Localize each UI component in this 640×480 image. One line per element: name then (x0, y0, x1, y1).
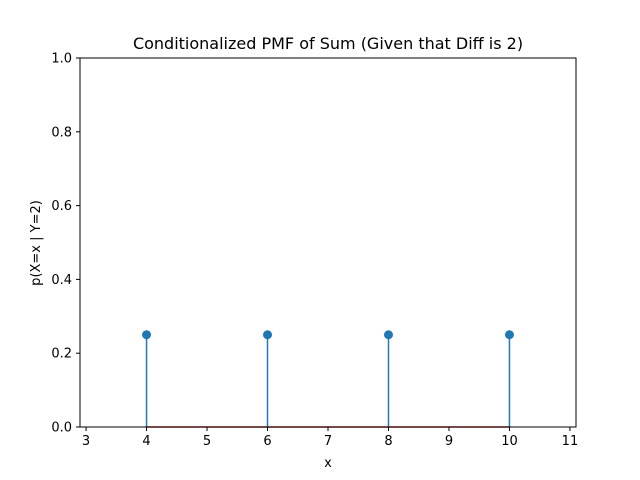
y-tick-label: 1.0 (51, 52, 72, 67)
stem-marker (142, 330, 151, 339)
x-tick-label: 7 (324, 434, 332, 449)
stem-marker (505, 330, 514, 339)
x-tick-label: 11 (562, 434, 579, 449)
x-tick-label: 8 (384, 434, 392, 449)
x-tick-label: 5 (203, 434, 211, 449)
y-tick-label: 0.6 (51, 199, 72, 214)
x-axis-label: x (324, 456, 332, 471)
stem-marker (384, 330, 393, 339)
y-tick-label: 0.8 (51, 125, 72, 140)
y-axis-label: p(X=x | Y=2) (29, 200, 44, 286)
x-tick-label: 9 (445, 434, 453, 449)
y-tick-label: 0.0 (51, 421, 72, 436)
x-tick-label: 6 (263, 434, 271, 449)
y-tick-label: 0.4 (51, 273, 72, 288)
chart-title: Conditionalized PMF of Sum (Given that D… (133, 34, 523, 53)
stem-marker (263, 330, 272, 339)
x-tick-label: 3 (82, 434, 90, 449)
y-tick-label: 0.2 (51, 347, 72, 362)
x-tick-label: 10 (501, 434, 518, 449)
x-tick-label: 4 (142, 434, 150, 449)
